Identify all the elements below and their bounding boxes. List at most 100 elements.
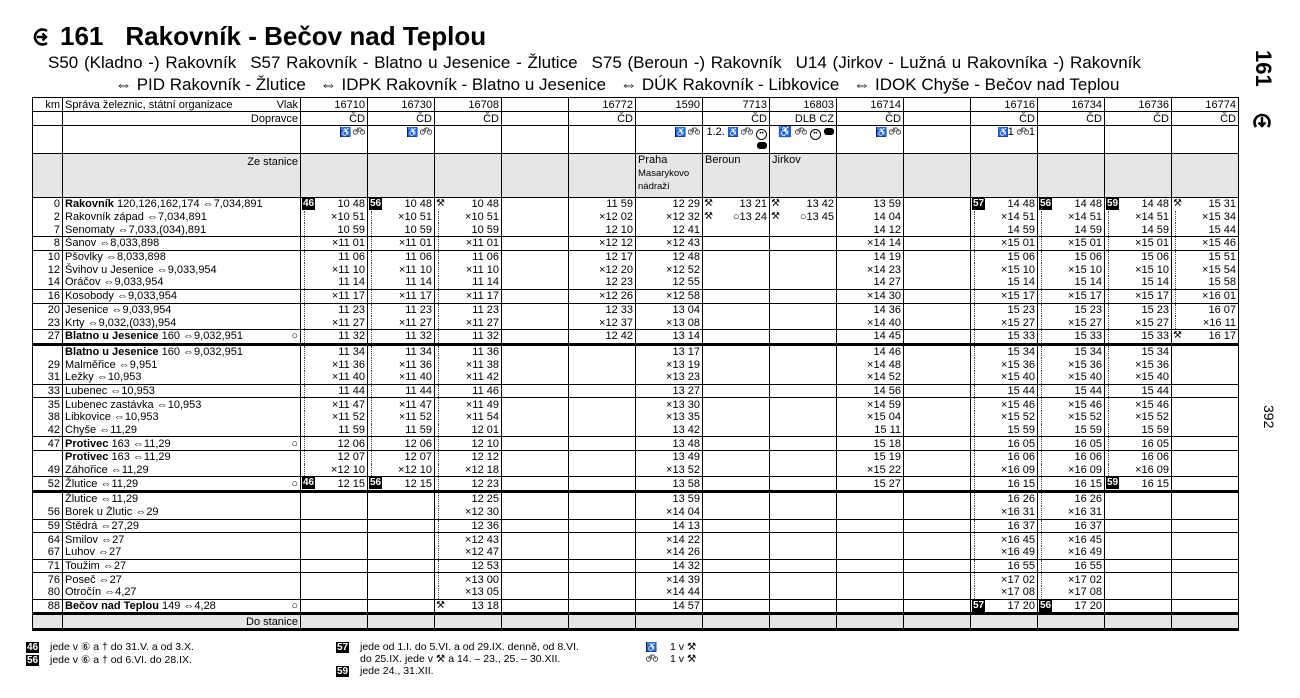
departure-time: ×15 10 (970, 263, 1038, 277)
departure-time (769, 288, 837, 304)
time-value: 13 14 (672, 330, 700, 343)
station-refs: ⇔9,033,954 (156, 263, 217, 276)
train-number: 16714 (836, 97, 904, 112)
departure-time: ×14 23 (836, 263, 904, 277)
departure-time (1104, 545, 1172, 560)
train-origin: Beroun (702, 153, 770, 198)
departure-time (769, 236, 837, 251)
departure-time: ×10 51 (300, 210, 368, 224)
page-number: 392 (1261, 405, 1277, 429)
departure-time: 15 19 (836, 450, 904, 464)
departure-time: ×17 02 (970, 572, 1038, 586)
time-value: ×12 32 (666, 211, 700, 224)
departure-time (1171, 558, 1239, 574)
ticket-machine-icon (824, 128, 834, 135)
line-s57: S57 Rakovník - Blatno u Jesenice - Žluti… (250, 53, 578, 72)
departure-time: 12 10 (434, 436, 502, 452)
footnotes: 46 jede v ⑥ a † do 31.V. a od 3.X. 56 jede … (26, 641, 194, 667)
station-name-label: Lubenec zastávka (65, 398, 154, 411)
departure-time (769, 250, 837, 264)
origin-station-detail: Masarykovo nádraží (638, 168, 690, 192)
conditional-run-line (1175, 303, 1176, 317)
departure-time: ×15 40 (1037, 370, 1105, 385)
station-name: Senomaty ⇔7,033,(034),891 (62, 223, 301, 237)
time-value: 16 06 (1007, 451, 1035, 464)
station-name-label: Protivec (65, 437, 109, 450)
conditional-run-line (304, 210, 305, 224)
time-value: 15 23 (1074, 303, 1102, 316)
conditional-run-line (974, 505, 975, 519)
departure-time (1171, 358, 1239, 371)
departure-time (1171, 397, 1239, 411)
departure-time (903, 558, 971, 574)
departure-time: 15 58 (1171, 276, 1239, 290)
departure-time: ×14 59 (836, 397, 904, 411)
time-value: 12 53 (471, 559, 499, 572)
time-value: 14 19 (873, 251, 901, 264)
departure-time (501, 532, 569, 546)
time-value: ×15 52 (1001, 411, 1035, 424)
departure-time (1171, 450, 1239, 464)
station-refs: ⇔10,953 (156, 398, 202, 411)
wheelchair-icon: ♿ (646, 642, 658, 652)
departure-time (769, 344, 837, 359)
conditional-run-line (1108, 451, 1109, 464)
conditional-run-line (438, 533, 439, 546)
amenities-row: ♿ ♿ ♿ 1.2. ♿ •• ♿ •• ♿ ♿1 1 (32, 125, 1239, 154)
departure-time: 59 14 48 (1104, 197, 1172, 211)
station-name: Švihov u Jesenice ⇔9,033,954 (62, 263, 301, 277)
departure-time: ×15 04 (836, 411, 904, 424)
conditional-run-line (304, 411, 305, 424)
station-km: 7 (32, 223, 63, 237)
conditional-run-line (371, 316, 372, 329)
conditional-run-line (974, 585, 975, 599)
departure-time: ×16 31 (1037, 505, 1105, 519)
departure-time: 13 14 (635, 328, 703, 346)
departure-time (769, 358, 837, 371)
station-km: 52 (32, 476, 63, 494)
departure-time: 10 59 (434, 223, 502, 237)
departure-time: 12 23 (568, 276, 636, 290)
train-origin: Jirkov (769, 153, 837, 198)
departure-time: 12 53 (434, 558, 502, 574)
station-name: Chyše ⇔11,29 (62, 423, 301, 437)
station-name: Šanov ⇔8,033,898 (62, 236, 301, 251)
conditional-run-line (438, 505, 439, 519)
conditional-run-line (371, 210, 372, 224)
station-name-label: Chyše (65, 424, 97, 437)
station-km (32, 491, 63, 506)
time-value: ×15 40 (1135, 371, 1169, 384)
footnote-text: jede v ⑥ a † od 6.VI. do 28.IX. (50, 654, 192, 666)
time-value: 15 51 (1208, 251, 1236, 264)
conditional-run-line (371, 345, 372, 359)
departure-time (702, 250, 770, 264)
departure-time: ⚒ 13 42 (769, 197, 837, 211)
conditional-run-line (371, 385, 372, 397)
time-value: ○13 45 (799, 211, 834, 224)
footnote-badge: 57 (972, 599, 986, 611)
departure-time (769, 505, 837, 519)
departure-time: ×12 43 (635, 236, 703, 251)
conditional-run-line (438, 210, 439, 224)
conditional-run-line (1041, 505, 1042, 519)
conditional-run-line (438, 370, 439, 384)
station-name: Rakovník západ ⇔7,034,891 (62, 210, 301, 224)
station-name: Žlutice ⇔11,29 ○ (62, 476, 301, 494)
departure-time: ×14 26 (635, 545, 703, 560)
conditional-run-line (304, 463, 305, 477)
conditional-run-line (304, 423, 305, 437)
conditional-run-line (1175, 263, 1176, 277)
conditional-run-line (974, 437, 975, 450)
conditional-run-line (371, 451, 372, 464)
departure-time (702, 288, 770, 304)
departure-time (1171, 585, 1239, 600)
departure-time: 16 06 (970, 450, 1038, 464)
time-value: 11 23 (338, 303, 365, 316)
station-name: Malměřice ⇔9,951 (62, 358, 301, 371)
conditional-run-line (1108, 358, 1109, 371)
departure-time: 15 06 (1037, 250, 1105, 264)
departure-time: ×16 31 (970, 505, 1038, 519)
time-value: ×11 01 (331, 237, 365, 250)
station-row: 52 Žlutice ⇔11,29 ○ 46 12 15 56 12 15 12 23 13 5… (32, 476, 1239, 494)
station-row: 29 Malměřice ⇔9,951 ×11 36 ×11 36 ×11 38 ×13 … (32, 358, 1239, 371)
